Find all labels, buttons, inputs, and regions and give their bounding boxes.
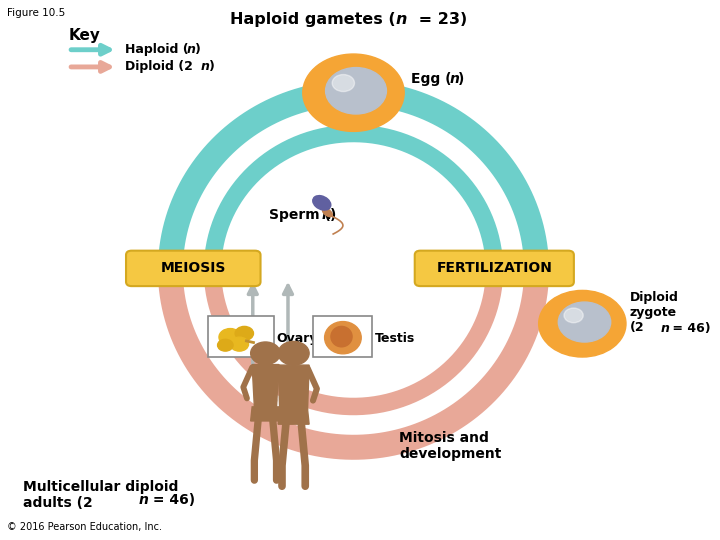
Text: Egg (: Egg ( bbox=[411, 72, 451, 86]
Text: n: n bbox=[201, 60, 210, 73]
FancyBboxPatch shape bbox=[415, 251, 574, 286]
Text: Haploid gametes (: Haploid gametes ( bbox=[230, 12, 396, 27]
Text: © 2016 Pearson Education, Inc.: © 2016 Pearson Education, Inc. bbox=[7, 522, 162, 532]
FancyBboxPatch shape bbox=[126, 251, 261, 286]
Text: MEIOSIS: MEIOSIS bbox=[161, 261, 226, 275]
Polygon shape bbox=[278, 365, 309, 409]
Circle shape bbox=[230, 337, 248, 351]
Ellipse shape bbox=[325, 322, 361, 354]
Text: Multicellular diploid
adults (2: Multicellular diploid adults (2 bbox=[22, 480, 178, 510]
Text: n: n bbox=[449, 72, 459, 86]
Text: Testis: Testis bbox=[374, 332, 415, 345]
Text: Diploid
zygote
(2: Diploid zygote (2 bbox=[629, 292, 678, 334]
Circle shape bbox=[219, 328, 241, 346]
Text: FERTILIZATION: FERTILIZATION bbox=[436, 261, 552, 275]
FancyBboxPatch shape bbox=[207, 316, 274, 357]
Text: Key: Key bbox=[68, 28, 100, 43]
Circle shape bbox=[564, 308, 583, 323]
Circle shape bbox=[332, 75, 354, 92]
Text: Ovary: Ovary bbox=[276, 332, 318, 345]
Ellipse shape bbox=[312, 195, 330, 210]
FancyBboxPatch shape bbox=[313, 316, 372, 357]
Ellipse shape bbox=[331, 326, 352, 347]
Text: Mitosis and
development: Mitosis and development bbox=[400, 431, 502, 461]
Circle shape bbox=[303, 54, 404, 131]
Text: n: n bbox=[396, 12, 407, 27]
Circle shape bbox=[278, 341, 309, 365]
Polygon shape bbox=[252, 364, 279, 407]
Text: Figure 10.5: Figure 10.5 bbox=[7, 8, 66, 18]
Text: Diploid (2: Diploid (2 bbox=[125, 60, 192, 73]
Text: n: n bbox=[139, 493, 148, 507]
Text: ): ) bbox=[458, 72, 464, 86]
Text: = 46): = 46) bbox=[668, 321, 711, 334]
Text: ): ) bbox=[209, 60, 215, 73]
Ellipse shape bbox=[323, 208, 333, 217]
Circle shape bbox=[235, 326, 253, 340]
Circle shape bbox=[558, 302, 611, 342]
Text: Sperm (: Sperm ( bbox=[269, 208, 331, 222]
Polygon shape bbox=[278, 409, 309, 424]
Text: Haploid (: Haploid ( bbox=[125, 43, 188, 56]
Circle shape bbox=[325, 68, 387, 114]
Text: n: n bbox=[660, 321, 670, 334]
Text: n: n bbox=[186, 43, 195, 56]
Text: ): ) bbox=[330, 208, 337, 222]
Text: n: n bbox=[322, 208, 332, 222]
Text: ): ) bbox=[195, 43, 201, 56]
Circle shape bbox=[251, 342, 280, 364]
Circle shape bbox=[217, 339, 233, 351]
Circle shape bbox=[539, 291, 626, 357]
Text: = 23): = 23) bbox=[413, 12, 467, 27]
Text: = 46): = 46) bbox=[148, 493, 195, 507]
Polygon shape bbox=[251, 407, 280, 421]
